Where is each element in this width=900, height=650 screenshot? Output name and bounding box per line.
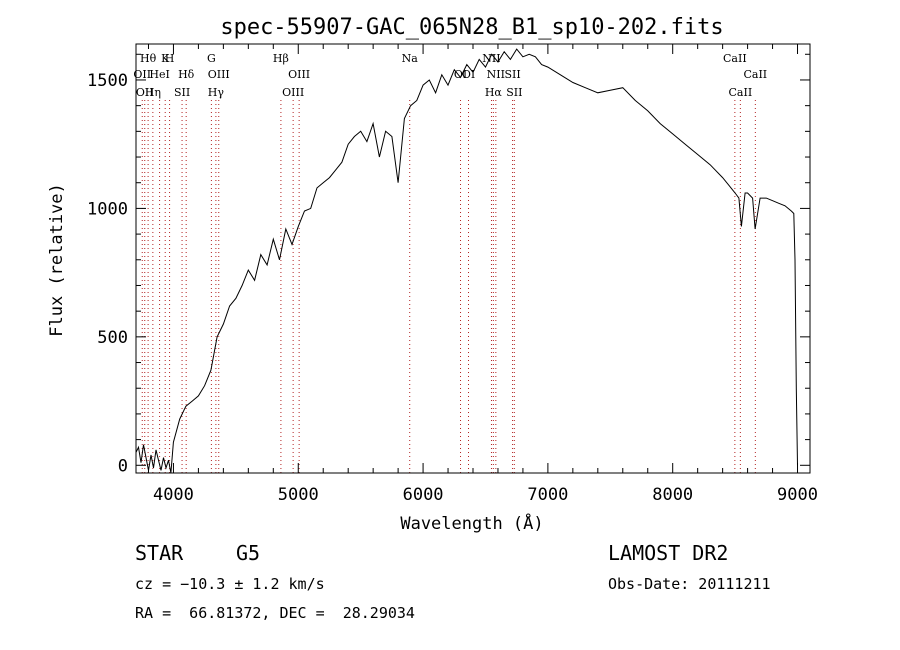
spectral-line-label: CaII bbox=[743, 68, 767, 81]
coordinates: RA = 66.81372, DEC = 28.29034 bbox=[135, 604, 415, 622]
spectral-line-label: NII bbox=[482, 52, 500, 65]
spectral-line-label: Hη bbox=[145, 86, 161, 99]
x-tick-label: 7000 bbox=[527, 485, 568, 505]
plot-frame bbox=[135, 43, 811, 474]
spectral-line-label: Na bbox=[402, 52, 419, 65]
spectral-line-label: OIII bbox=[208, 68, 230, 81]
spectral-line-label: SII bbox=[506, 86, 522, 99]
survey-name: LAMOST DR2 bbox=[608, 541, 729, 565]
spectral-line-label: HeI bbox=[149, 68, 169, 81]
spectral-line-label: Hγ bbox=[208, 86, 225, 99]
y-tick-label: 500 bbox=[97, 328, 128, 348]
spectral-line-label: Hα bbox=[485, 86, 503, 99]
y-tick-label: 1000 bbox=[87, 199, 128, 219]
spectral-line-label: OIII bbox=[282, 86, 304, 99]
x-tick-label: 4000 bbox=[153, 485, 194, 505]
spectral-line-label: SII bbox=[174, 86, 190, 99]
spectral-line-label: CaII bbox=[723, 52, 747, 65]
chart-title: spec-55907-GAC_065N28_B1_sp10-202.fits bbox=[220, 15, 723, 40]
spectral-line-label: H bbox=[165, 52, 175, 65]
spectral-line-label: OII bbox=[136, 86, 154, 99]
x-tick-label: 5000 bbox=[278, 485, 319, 505]
object-subclass: G5 bbox=[236, 541, 261, 565]
spectral-line-label: Hδ bbox=[178, 68, 195, 81]
x-tick-label: 9000 bbox=[777, 485, 818, 505]
x-tick-label: 6000 bbox=[403, 485, 444, 505]
spectral-line-label: Hβ bbox=[273, 52, 289, 65]
spectral-line-label: Hθ bbox=[140, 52, 157, 65]
spectrum-line bbox=[135, 48, 798, 474]
x-tick-label: 8000 bbox=[652, 485, 693, 505]
x-axis-label: Wavelength (Å) bbox=[400, 512, 543, 534]
axes: 4000 5000 6000 7000 8000 9000 0 500 1000 1500 bbox=[87, 44, 818, 505]
spectral-line-markers: OIIOIIHθHηHeIKHSIIHδGHγOIIIHβOIIIOIIINaO… bbox=[133, 52, 767, 473]
spectral-line-label: CaII bbox=[729, 86, 753, 99]
object-class: STAR bbox=[135, 541, 184, 565]
y-tick-label: 0 bbox=[118, 456, 128, 476]
spectral-line-label: G bbox=[207, 52, 216, 65]
spectral-line-label: OIII bbox=[288, 68, 310, 81]
spectral-line-label: K bbox=[161, 52, 170, 65]
spectral-line-label: OII bbox=[133, 68, 151, 81]
spectral-line-label: SII bbox=[504, 68, 520, 81]
y-tick-label: 1500 bbox=[87, 71, 128, 91]
y-axis-label: Flux (relative) bbox=[47, 183, 67, 337]
spectral-line-label: NII bbox=[487, 68, 505, 81]
redshift-velocity: cz = −10.3 ± 1.2 km/s bbox=[135, 575, 325, 593]
observation-date: Obs-Date: 20111211 bbox=[608, 575, 771, 593]
